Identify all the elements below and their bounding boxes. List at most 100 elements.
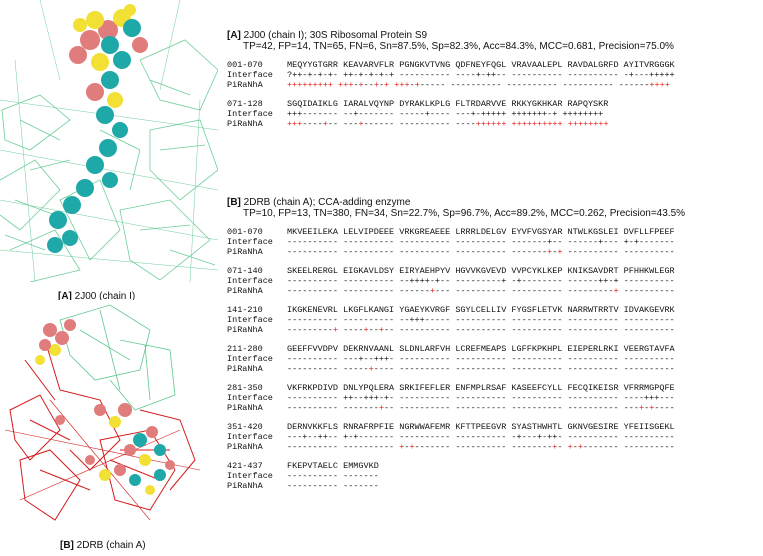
sequence-row: 421-437 FKEPVTAELC EMMGVKD <box>227 461 685 471</box>
prediction-row-label: PiRaNhA <box>227 325 263 335</box>
sequence-row-label: 351-420 <box>227 422 263 432</box>
alignment-rows: 001-070 MEQYYGTGRR KEAVARVFLR PGNGKVTVNG … <box>227 60 675 129</box>
interface-row-text: ?++-+-+-+- ++-+-+-+-+ ---------- ----+-+… <box>287 70 675 80</box>
section-2j00: [A] 2J00 (chain I); 30S Ribosomal Protei… <box>227 30 675 138</box>
sequence-row: 071-128 SGQIDAIKLG IARALVQYNP DYRAKLKPLG … <box>227 99 675 109</box>
sequence-row-label: 071-128 <box>227 99 263 109</box>
sequence-row-text: FKEPVTAELC EMMGVKD <box>287 461 379 471</box>
interface-row-label: Interface <box>227 432 273 442</box>
sequence-row-label: 141-210 <box>227 305 263 315</box>
prediction-row-label: PiRaNhA <box>227 442 263 452</box>
sequence-row-label: 211-280 <box>227 344 263 354</box>
prediction-row-label: PiRaNhA <box>227 364 263 374</box>
interface-row-label: Interface <box>227 237 273 247</box>
prediction-row-label: PiRaNhA <box>227 403 263 413</box>
sequence-row: 211-280 GEEFFVVDPV DEKRNVAANL SLDNLARFVH … <box>227 344 685 354</box>
section-2drb: [B] 2DRB (chain A); CCA-adding enzyme TP… <box>227 197 685 500</box>
prediction-row-label: PiRaNhA <box>227 80 263 90</box>
sequence-row-label: 421-437 <box>227 461 263 471</box>
protein-structure-image <box>0 0 219 283</box>
sequence-row: 281-350 VKFRKPDIVD DNLYPQLERA SRKIFEFLER … <box>227 383 685 393</box>
caption-2drb: [B] 2DRB (chain A) <box>60 540 146 551</box>
prediction-row: PiRaNhA ---------+ ----+--+-- ---------- … <box>227 325 685 335</box>
prediction-row-label: PiRaNhA <box>227 119 263 129</box>
alignment-block: 141-210 IKGKENEVRL LKGFLKANGI YGAEYKVRGF … <box>227 305 685 335</box>
interface-row: Interface +++------- --+------- -----+---… <box>227 109 675 119</box>
section-title-text: 2J00 (chain I); 30S Ribosomal Protein S9 <box>240 30 428 41</box>
section-title-text: 2DRB (chain A); CCA-adding enzyme <box>240 197 411 208</box>
alignment-block: 421-437 FKEPVTAELC EMMGVKD Interface ------… <box>227 461 685 491</box>
prediction-row-label: PiRaNhA <box>227 247 263 257</box>
interface-row-label: Interface <box>227 354 273 364</box>
interface-row: Interface ?++-+-+-+- ++-+-+-+-+ ---------… <box>227 70 675 80</box>
caption-2j00: [A] 2J00 (chain I) <box>58 291 135 302</box>
section-title: [A] 2J00 (chain I); 30S Ribosomal Protei… <box>227 30 675 41</box>
prediction-row-label: PiRaNhA <box>227 481 263 491</box>
caption-tag: [B] <box>60 540 74 551</box>
alignment-block: 211-280 GEEFFVVDPV DEKRNVAANL SLDNLARFVH … <box>227 344 685 374</box>
prediction-row-label: PiRaNhA <box>227 286 263 296</box>
prediction-row-text: ---------- ---------- +-+------- -------… <box>287 442 675 452</box>
interface-row-text: ---------- ------- <box>287 471 379 481</box>
prediction-row-text: +++----+-- ---+------ ---------- ----+++… <box>287 119 609 129</box>
prediction-row-text: ---------- ------- <box>287 481 379 491</box>
sequence-row-text: VKFRKPDIVD DNLYPQLERA SRKIFEFLER ENFMPLR… <box>287 383 675 393</box>
alignment-block: 001-070 MEQYYGTGRR KEAVARVFLR PGNGKVTVNG … <box>227 60 675 90</box>
prediction-row-text: ---------- ---------- ---------- -------… <box>287 247 675 257</box>
section-tag: [A] <box>227 30 241 41</box>
sequence-row: 141-210 IKGKENEVRL LKGFLKANGI YGAEYKVRGF … <box>227 305 685 315</box>
sequence-row: 001-070 MEQYYGTGRR KEAVARVFLR PGNGKVTVNG … <box>227 60 675 70</box>
alignment-block: 281-350 VKFRKPDIVD DNLYPQLERA SRKIFEFLER … <box>227 383 685 413</box>
alignment-block: 351-420 DERNVKKFLS RNRAFRPFIE NGRWWAFEMR … <box>227 422 685 452</box>
interface-row-text: ---------- ---------- ---------- -------… <box>287 237 675 247</box>
section-tag: [B] <box>227 197 241 208</box>
interface-row-label: Interface <box>227 393 273 403</box>
sequence-row-text: SGQIDAIKLG IARALVQYNP DYRAKLKPLG FLTRDAR… <box>287 99 609 109</box>
alignment-block: 001-070 MKVEEILEKA LELVIPDEEE VRKGREAEEE … <box>227 227 685 257</box>
prediction-row: PiRaNhA ---------- ------- <box>227 481 685 491</box>
interface-row: Interface ---------- ------- <box>227 471 685 481</box>
interface-row-label: Interface <box>227 315 273 325</box>
interface-row: Interface ---------- ---------- ---------… <box>227 237 685 247</box>
sequence-row: 351-420 DERNVKKFLS RNRAFRPFIE NGRWWAFEMR … <box>227 422 685 432</box>
prediction-row: PiRaNhA ---------- -------+-- ---------- … <box>227 403 685 413</box>
prediction-row-text: ---------- -------+-- ---------- -------… <box>287 403 675 413</box>
interface-row: Interface ---------- ---+--+++- ---------… <box>227 354 685 364</box>
interface-row-label: Interface <box>227 70 273 80</box>
alignment-block: 071-128 SGQIDAIKLG IARALVQYNP DYRAKLKPLG … <box>227 99 675 129</box>
section-stats: TP=42, FP=14, TN=65, FN=6, Sn=87.5%, Sp=… <box>243 41 674 52</box>
sequence-row-text: DERNVKKFLS RNRAFRPFIE NGRWWAFEMR KFTTPEE… <box>287 422 675 432</box>
interface-row-text: ---------- ++--+++-+- ---------- -------… <box>287 393 675 403</box>
prediction-row-text: ---------+ ----+--+-- ---------- -------… <box>287 325 675 335</box>
section-stats: TP=10, FP=13, TN=380, FN=34, Sn=22.7%, S… <box>243 208 686 219</box>
interface-row-label: Interface <box>227 471 273 481</box>
sequence-row-label: 001-070 <box>227 60 263 70</box>
prediction-row-text: +++++++++ +++-+--+-+ +++-+----- --------… <box>287 80 670 90</box>
interface-row: Interface ---+--++-- +-+------- ---------… <box>227 432 685 442</box>
interface-row-text: ---------- ---------- --+++----- -------… <box>287 315 675 325</box>
interface-row-text: ---+--++-- +-+------- ---------- -------… <box>287 432 675 442</box>
sequence-row-text: MEQYYGTGRR KEAVARVFLR PGNGKVTVNG QDFNEYF… <box>287 60 675 70</box>
prediction-row: PiRaNhA ---------- ---------- ---------- … <box>227 247 685 257</box>
prediction-row: PiRaNhA +++++++++ +++-+--+-+ +++-+----- -… <box>227 80 675 90</box>
sequence-row-label: 001-070 <box>227 227 263 237</box>
prediction-row: PiRaNhA ---------- -----+---- ---------- … <box>227 364 685 374</box>
structure-render-2j00 <box>0 0 219 283</box>
alignment-rows: 001-070 MKVEEILEKA LELVIPDEEE VRKGREAEEE … <box>227 227 685 491</box>
prediction-row-text: ---------- ---------- ------+--- -------… <box>287 286 675 296</box>
prediction-row: PiRaNhA ---------- ---------- +-+------- … <box>227 442 685 452</box>
caption-text: 2DRB (chain A) <box>73 540 146 551</box>
interface-row: Interface ---------- ++--+++-+- ---------… <box>227 393 685 403</box>
interface-row-text: +++------- --+------- -----+---- ---+-++… <box>287 109 604 119</box>
sequence-row: 001-070 MKVEEILEKA LELVIPDEEE VRKGREAEEE … <box>227 227 685 237</box>
caption-tag: [A] <box>58 291 72 302</box>
sequence-row-text: SKEELRERGL EIGKAVLDSY EIRYAEHPYV HGVVKGV… <box>287 266 675 276</box>
sequence-row-text: IKGKENEVRL LKGFLKANGI YGAEYKVRGF SGYLCEL… <box>287 305 675 315</box>
sequence-row-label: 281-350 <box>227 383 263 393</box>
prediction-row: PiRaNhA ---------- ---------- ------+--- … <box>227 286 685 296</box>
interface-row-label: Interface <box>227 276 273 286</box>
interface-row: Interface ---------- ---------- --++++-+-… <box>227 276 685 286</box>
sequence-row-label: 071-140 <box>227 266 263 276</box>
protein-structure-image <box>4 304 201 521</box>
